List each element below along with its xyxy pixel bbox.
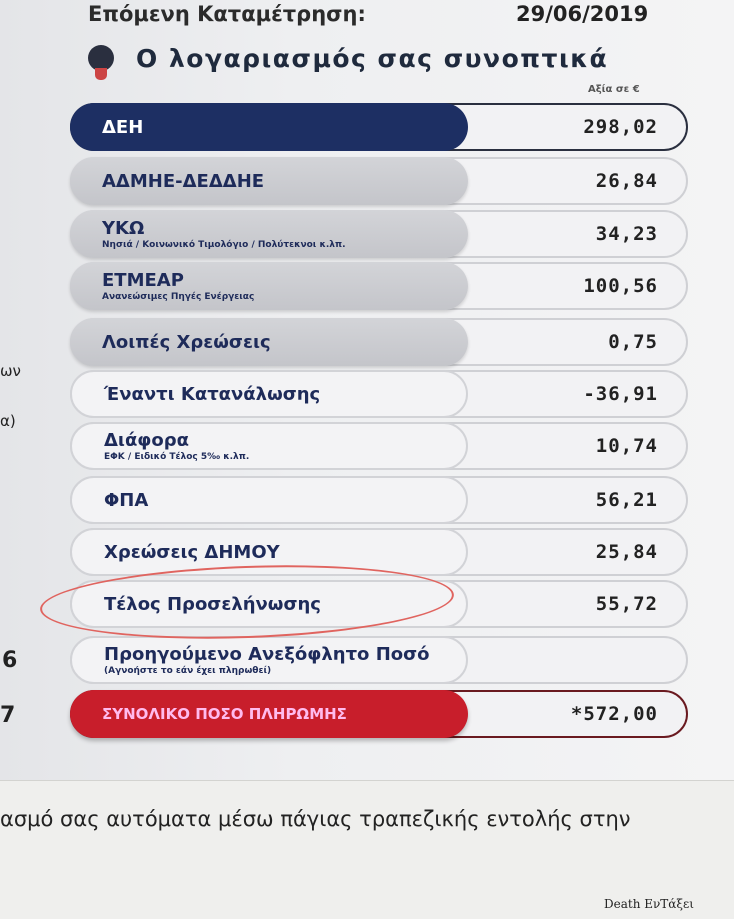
lightbulb-base-icon xyxy=(95,68,107,80)
charge-value: 26,84 xyxy=(595,170,658,192)
watermark: Death ΕνΤάξει xyxy=(604,897,694,911)
charge-sublabel: (Αγνοήστε το εάν έχει πληρωθεί) xyxy=(104,666,272,676)
footer-text: ασμό σας αυτόματα μέσω πάγιας τραπεζικής… xyxy=(0,807,631,831)
summary-title: Ο λογαριασμός σας συνοπτικά xyxy=(136,44,609,73)
charge-row: ΦΠΑ 56,21 xyxy=(70,476,688,524)
charge-row: Χρεώσεις ΔΗΜΟΥ 25,84 xyxy=(70,528,688,576)
charge-label: Προηγούμενο Ανεξόφλητο Ποσό xyxy=(104,644,430,665)
charge-label-pill: ΑΔΜΗΕ-ΔΕΔΔΗΕ xyxy=(70,157,468,205)
charge-label-pill: ΦΠΑ xyxy=(70,476,468,524)
charge-row: ΣΥΝΟΛΙΚΟ ΠΟΣΟ ΠΛΗΡΩΜΗΣ *572,00 xyxy=(70,690,688,738)
charge-label-pill: ΕΤΜΕΑΡ Ανανεώσιμες Πηγές Ενέργειας xyxy=(70,262,468,310)
charge-value: 55,72 xyxy=(595,593,658,615)
lightbulb-icon xyxy=(88,45,114,71)
charge-value: 0,75 xyxy=(608,331,658,353)
margin-fragment: α) xyxy=(0,412,16,430)
charge-row: Διάφορα ΕΦΚ / Ειδικό Τέλος 5‰ κ.λπ. 10,7… xyxy=(70,422,688,470)
charge-row: ΔΕΗ 298,02 xyxy=(70,103,688,151)
charge-label: ΑΔΜΗΕ-ΔΕΔΔΗΕ xyxy=(102,170,265,192)
margin-fragment: ων xyxy=(0,362,21,380)
charge-value: -36,91 xyxy=(583,383,658,405)
charge-value: 25,84 xyxy=(595,541,658,563)
charge-value: 56,21 xyxy=(595,489,658,511)
next-reading-label: Επόμενη Καταμέτρηση: xyxy=(88,2,366,26)
charge-label-pill: Διάφορα ΕΦΚ / Ειδικό Τέλος 5‰ κ.λπ. xyxy=(70,422,468,470)
charge-label-pill: Προηγούμενο Ανεξόφλητο Ποσό (Αγνοήστε το… xyxy=(70,636,468,684)
value-unit-label: Αξία σε € xyxy=(588,84,640,95)
charge-label-pill: ΥΚΩ Νησιά / Κοινωνικό Τιμολόγιο / Πολύτε… xyxy=(70,210,468,258)
charge-label: Τέλος Προσελήνωσης xyxy=(104,593,321,615)
charge-value: 298,02 xyxy=(583,116,658,138)
charge-label: ΥΚΩ xyxy=(102,218,145,239)
next-reading-date: 29/06/2019 xyxy=(516,2,649,26)
charge-value: *572,00 xyxy=(570,703,658,725)
charge-sublabel: ΕΦΚ / Ειδικό Τέλος 5‰ κ.λπ. xyxy=(104,452,250,462)
charge-label: Λοιπές Χρεώσεις xyxy=(102,331,271,353)
charge-row: ΥΚΩ Νησιά / Κοινωνικό Τιμολόγιο / Πολύτε… xyxy=(70,210,688,258)
charge-label: Διάφορα xyxy=(104,430,190,451)
charge-row: Έναντι Κατανάλωσης -36,91 xyxy=(70,370,688,418)
charge-label: ΦΠΑ xyxy=(104,489,149,511)
charge-label: ΕΤΜΕΑΡ xyxy=(102,270,184,291)
charge-row: Λοιπές Χρεώσεις 0,75 xyxy=(70,318,688,366)
charge-label-pill: Χρεώσεις ΔΗΜΟΥ xyxy=(70,528,468,576)
charge-sublabel: Νησιά / Κοινωνικό Τιμολόγιο / Πολύτεκνοι… xyxy=(102,240,346,250)
charge-label: Έναντι Κατανάλωσης xyxy=(104,383,321,405)
bill-lower-sheet xyxy=(0,780,734,919)
charge-sublabel: Ανανεώσιμες Πηγές Ενέργειας xyxy=(102,292,255,302)
charge-label: Χρεώσεις ΔΗΜΟΥ xyxy=(104,541,280,563)
charge-row: Τέλος Προσελήνωσης 55,72 xyxy=(70,580,688,628)
charge-value: 100,56 xyxy=(583,275,658,297)
charge-value: 10,74 xyxy=(595,435,658,457)
charge-label-pill: Τέλος Προσελήνωσης xyxy=(70,580,468,628)
charge-label-pill: ΣΥΝΟΛΙΚΟ ΠΟΣΟ ΠΛΗΡΩΜΗΣ xyxy=(70,690,468,738)
charge-value: 34,23 xyxy=(595,223,658,245)
charge-label-pill: Έναντι Κατανάλωσης xyxy=(70,370,468,418)
charge-row: Προηγούμενο Ανεξόφλητο Ποσό (Αγνοήστε το… xyxy=(70,636,688,684)
margin-fragment: 6 xyxy=(2,648,18,673)
charge-row: ΑΔΜΗΕ-ΔΕΔΔΗΕ 26,84 xyxy=(70,157,688,205)
margin-fragment: 7 xyxy=(0,703,16,728)
charge-label-pill: ΔΕΗ xyxy=(70,103,468,151)
charge-label: ΔΕΗ xyxy=(102,116,144,138)
charge-label: ΣΥΝΟΛΙΚΟ ΠΟΣΟ ΠΛΗΡΩΜΗΣ xyxy=(102,705,347,723)
charge-label-pill: Λοιπές Χρεώσεις xyxy=(70,318,468,366)
charge-row: ΕΤΜΕΑΡ Ανανεώσιμες Πηγές Ενέργειας 100,5… xyxy=(70,262,688,310)
